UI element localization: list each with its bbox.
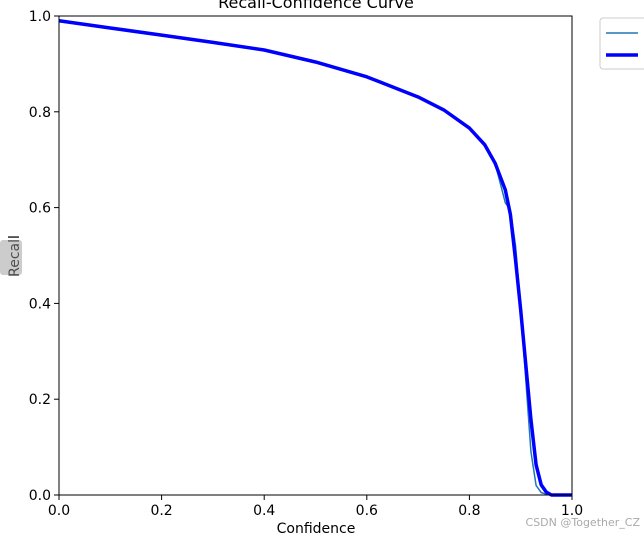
series-line	[58, 19, 572, 497]
y-tick-label: 0.4	[29, 296, 51, 312]
plot-frame	[58, 15, 573, 496]
x-tick-label: 0.4	[253, 503, 275, 519]
y-tick-label: 0.2	[29, 392, 51, 408]
x-tick-label: 0.0	[48, 503, 70, 519]
x-tick-label: 0.8	[458, 503, 480, 519]
x-tick-label: 1.0	[561, 503, 583, 519]
legend	[599, 17, 644, 70]
y-tick-label: 0.8	[29, 105, 51, 121]
x-axis-label: Confidence	[277, 521, 356, 534]
x-tick-label: 0.2	[150, 503, 172, 519]
y-tick-label: 0.0	[29, 488, 51, 504]
x-tick-label: 0.6	[356, 503, 378, 519]
series-line	[58, 20, 572, 496]
y-tick-label: 0.6	[29, 201, 51, 217]
chart-title: Recall-Confidence Curve	[218, 0, 414, 12]
side-handle[interactable]	[0, 240, 22, 275]
y-tick-label: 1.0	[29, 9, 51, 25]
watermark: CSDN @Together_CZ	[526, 516, 641, 529]
